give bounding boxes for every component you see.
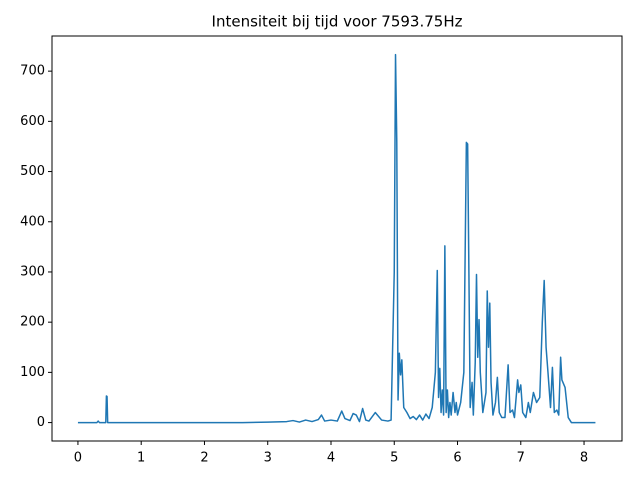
x-tick-label: 8	[580, 451, 588, 466]
x-tick-label: 6	[453, 451, 461, 466]
y-tick-label: 400	[20, 214, 45, 229]
plot-frame	[51, 35, 623, 442]
y-tick-label: 500	[20, 164, 45, 179]
y-tick-label: 100	[20, 365, 45, 380]
y-tick-label: 0	[37, 415, 45, 430]
x-tick-label: 7	[517, 451, 525, 466]
chart-title: Intensiteit bij tijd voor 7593.75Hz	[212, 13, 463, 31]
x-tick-label: 1	[137, 451, 145, 466]
x-tick-label: 3	[264, 451, 272, 466]
y-tick-label: 700	[20, 64, 45, 79]
y-tick-label: 200	[20, 315, 45, 330]
y-tick-label: 300	[20, 264, 45, 279]
x-tick-label: 2	[200, 451, 208, 466]
data-line	[77, 53, 596, 424]
y-tick-label: 600	[20, 114, 45, 129]
x-tick-label: 5	[390, 451, 398, 466]
x-tick-label: 0	[74, 451, 82, 466]
x-tick-label: 4	[327, 451, 335, 466]
